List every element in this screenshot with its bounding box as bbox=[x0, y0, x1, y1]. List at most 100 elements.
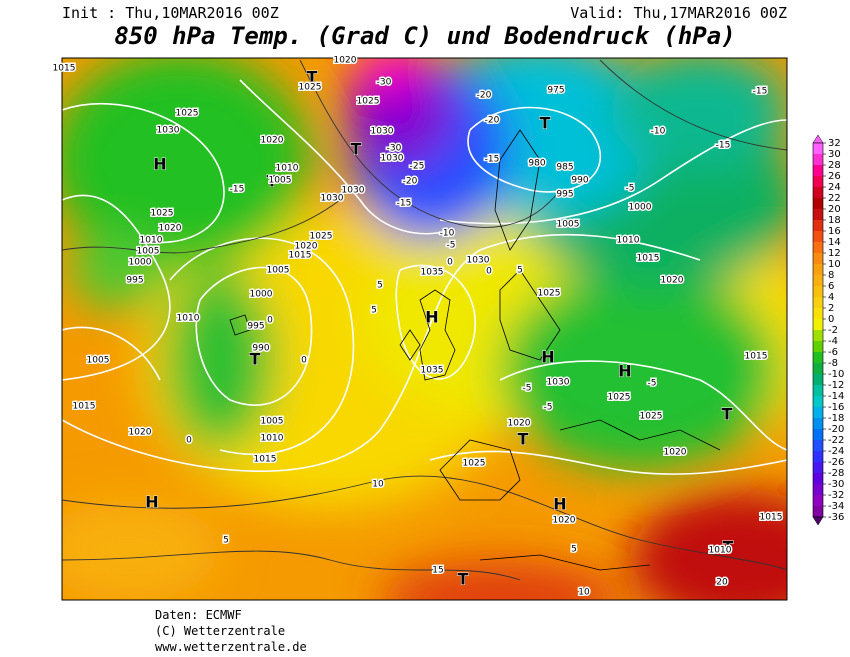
map-labels: HHHHHHTTTTTTTTT101510251030101010051030-… bbox=[51, 54, 784, 599]
contour-label: 5 bbox=[571, 545, 577, 555]
contour-label: 15 bbox=[432, 566, 443, 576]
contour-label: 1010 bbox=[709, 546, 732, 556]
colorbar-swatch bbox=[813, 264, 823, 275]
colorbar-swatch bbox=[813, 429, 823, 440]
contour-label: 1025 bbox=[176, 109, 199, 119]
colorbar-swatch bbox=[813, 165, 823, 176]
contour-label: 5 bbox=[223, 536, 229, 546]
colorbar-label: -10 bbox=[828, 369, 844, 380]
colorbar-label: -14 bbox=[828, 391, 844, 402]
colorbar-label: 18 bbox=[828, 215, 841, 226]
colorbar-label: -6 bbox=[828, 347, 838, 358]
colorbar-label: 4 bbox=[828, 292, 834, 303]
colorbar-label: 26 bbox=[828, 171, 841, 182]
pressure-center: T bbox=[267, 172, 278, 191]
colorbar-swatch bbox=[813, 407, 823, 418]
coastlines bbox=[229, 129, 721, 571]
colorbar-label: -34 bbox=[828, 501, 844, 512]
pressure-center: H bbox=[618, 362, 631, 381]
colorbar-swatch bbox=[813, 319, 823, 330]
colorbar-swatch bbox=[813, 484, 823, 495]
contour-label: 1020 bbox=[295, 242, 318, 252]
colorbar-label: -28 bbox=[828, 468, 844, 479]
pressure-center: T bbox=[540, 114, 551, 133]
colorbar-swatch bbox=[813, 308, 823, 319]
colorbar-label: 32 bbox=[828, 138, 841, 149]
contour-label: 1020 bbox=[664, 448, 687, 458]
contour-label: 1035 bbox=[421, 268, 444, 278]
contour-label: 1025 bbox=[310, 232, 333, 242]
contour-label: 1030 bbox=[381, 154, 404, 164]
pressure-center: H bbox=[553, 495, 566, 514]
colorbar-label: 0 bbox=[828, 314, 834, 325]
contour-label: -5 bbox=[447, 241, 456, 251]
contour-label: -5 bbox=[648, 379, 657, 389]
colorbar-label: 30 bbox=[828, 149, 841, 160]
colorbar-label: -16 bbox=[828, 402, 844, 413]
colorbar-swatch bbox=[813, 253, 823, 264]
colorbar-label: 24 bbox=[828, 182, 841, 193]
contour-label: 1010 bbox=[276, 164, 299, 174]
contour-label: 1020 bbox=[508, 419, 531, 429]
colorbar-swatch bbox=[813, 209, 823, 220]
contour-label: 0 bbox=[186, 436, 192, 446]
colorbar-label: 12 bbox=[828, 248, 841, 259]
contour-label: 1025 bbox=[608, 393, 631, 403]
pressure-center: T bbox=[250, 350, 261, 369]
contour-label: 5 bbox=[371, 306, 377, 316]
contour-label: 1005 bbox=[267, 266, 290, 276]
pressure-center: T bbox=[458, 570, 469, 589]
valid-time: Valid: Thu,17MAR2016 00Z bbox=[570, 4, 787, 22]
contour-label: 980 bbox=[528, 159, 545, 169]
contour-label: 1020 bbox=[334, 56, 357, 66]
contour-label: 0 bbox=[486, 267, 492, 277]
contour-label: 1020 bbox=[553, 516, 576, 526]
pressure-center: T bbox=[351, 140, 362, 159]
contour-label: 1015 bbox=[745, 352, 768, 362]
contour-label: 995 bbox=[556, 190, 573, 200]
contour-label: 1035 bbox=[421, 366, 444, 376]
colorbar-label: -22 bbox=[828, 435, 844, 446]
contour-label: 10 bbox=[578, 588, 590, 598]
colorbar-cap bbox=[812, 516, 824, 526]
contour-label: 5 bbox=[517, 266, 523, 276]
colorbar-swatch bbox=[813, 286, 823, 297]
colorbar-swatch bbox=[813, 363, 823, 374]
contour-label: -5 bbox=[523, 384, 532, 394]
contour-label: 995 bbox=[126, 276, 143, 286]
contour-label: 1030 bbox=[342, 186, 365, 196]
colorbar-swatch bbox=[813, 242, 823, 253]
colorbar-label: -24 bbox=[828, 446, 844, 457]
contour-label: 0 bbox=[301, 356, 307, 366]
pressure-center: T bbox=[723, 538, 734, 557]
contour-label: 1020 bbox=[261, 136, 284, 146]
map-title: 850 hPa Temp. (Grad C) und Bodendruck (h… bbox=[114, 22, 735, 50]
contour-label: 1000 bbox=[250, 290, 273, 300]
contour-label: 1025 bbox=[538, 289, 561, 299]
colorbar-label: -30 bbox=[828, 479, 844, 490]
isobars bbox=[62, 79, 787, 475]
contour-label: 1030 bbox=[371, 127, 394, 137]
colorbar-label: 20 bbox=[828, 204, 841, 215]
colorbar: 32302826242220181614121086420-2-4-6-8-10… bbox=[812, 134, 844, 526]
colorbar-label: -20 bbox=[828, 424, 844, 435]
contour-label: 1005 bbox=[87, 356, 110, 366]
contour-label: 5 bbox=[377, 281, 383, 291]
contour-label: -10 bbox=[440, 229, 455, 239]
colorbar-swatch bbox=[813, 198, 823, 209]
pressure-center: H bbox=[153, 155, 166, 174]
contour-label: -5 bbox=[544, 403, 553, 413]
contour-label: -20 bbox=[477, 91, 492, 101]
contour-label: -20 bbox=[403, 177, 418, 187]
colorbar-swatch bbox=[813, 220, 823, 231]
colorbar-label: -12 bbox=[828, 380, 844, 391]
colorbar-swatch bbox=[813, 297, 823, 308]
colorbar-label: 14 bbox=[828, 237, 841, 248]
colorbar-frame bbox=[812, 142, 824, 518]
colorbar-swatch bbox=[813, 154, 823, 165]
contour-label: 1015 bbox=[73, 402, 96, 412]
contour-label: -15 bbox=[753, 87, 768, 97]
contour-label: 1015 bbox=[289, 251, 312, 261]
